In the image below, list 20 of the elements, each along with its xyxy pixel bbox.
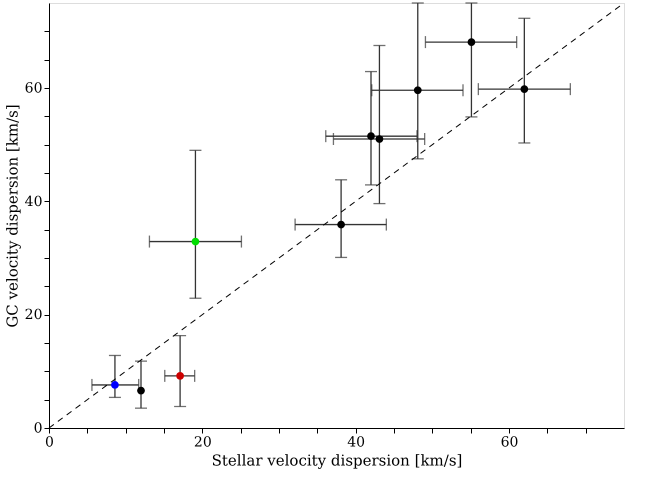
y-tick-label: 20 (24, 307, 42, 324)
point (137, 386, 145, 394)
point (414, 86, 422, 94)
point (176, 372, 184, 380)
point (376, 135, 384, 143)
x-tick-label: 20 (194, 434, 212, 450)
x-tick-label: 0 (45, 434, 54, 450)
y-axis-title: GC velocity dispersion [km/s] (4, 104, 22, 328)
y-tick-label: 60 (24, 80, 42, 96)
point (468, 38, 476, 46)
point (367, 132, 375, 140)
point (337, 220, 345, 228)
x-tick-label: 40 (347, 434, 366, 450)
point (111, 381, 119, 389)
x-tick-label: 60 (500, 434, 518, 450)
point (192, 238, 200, 246)
y-tick-label: 40 (24, 194, 42, 210)
y-tick-label: 0 (34, 420, 42, 436)
x-axis-title: Stellar velocity dispersion [km/s] (212, 452, 462, 470)
point (520, 85, 528, 93)
